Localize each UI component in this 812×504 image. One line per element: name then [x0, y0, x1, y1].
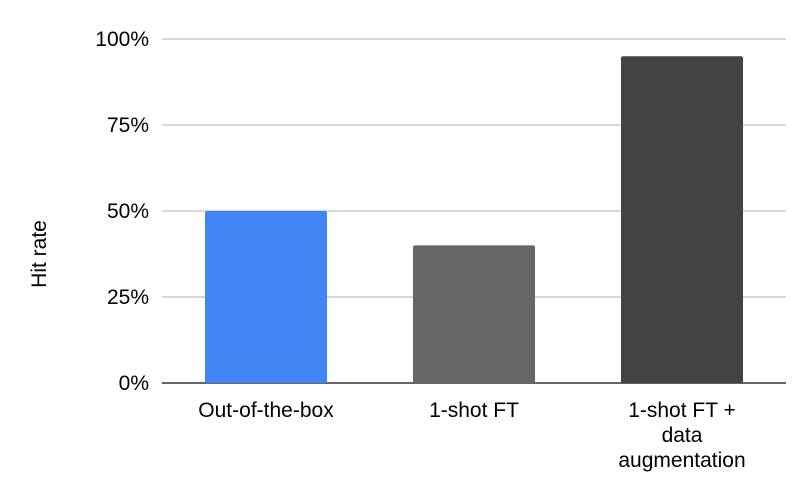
y-tick-label: 50% [107, 200, 149, 223]
x-axis-categories: Out-of-the-box 1-shot FT 1-shot FT + data au… [198, 399, 745, 472]
y-tick-label: 75% [107, 114, 149, 137]
x-category-label: Out-of-the-box [198, 399, 334, 422]
bars [205, 56, 743, 383]
x-category-label-line: augmentation [618, 449, 745, 472]
x-category-label-line: 1-shot FT [429, 399, 519, 422]
bar [621, 56, 743, 383]
bar [205, 211, 327, 383]
y-tick-label: 0% [119, 372, 149, 395]
x-category-label: 1-shot FT [429, 399, 519, 422]
y-tick-label: 25% [107, 286, 149, 309]
y-axis-ticks: 0% 25% 50% 75% 100% [95, 28, 149, 395]
y-tick-label: 100% [95, 28, 149, 51]
x-category-label-line: Out-of-the-box [198, 399, 334, 422]
x-category-label: 1-shot FT + data augmentation [618, 399, 745, 472]
x-category-label-line: 1-shot FT + [628, 399, 736, 422]
x-category-label-line: data [662, 424, 703, 447]
bar [413, 245, 535, 383]
y-axis-title: Hit rate [28, 220, 51, 288]
